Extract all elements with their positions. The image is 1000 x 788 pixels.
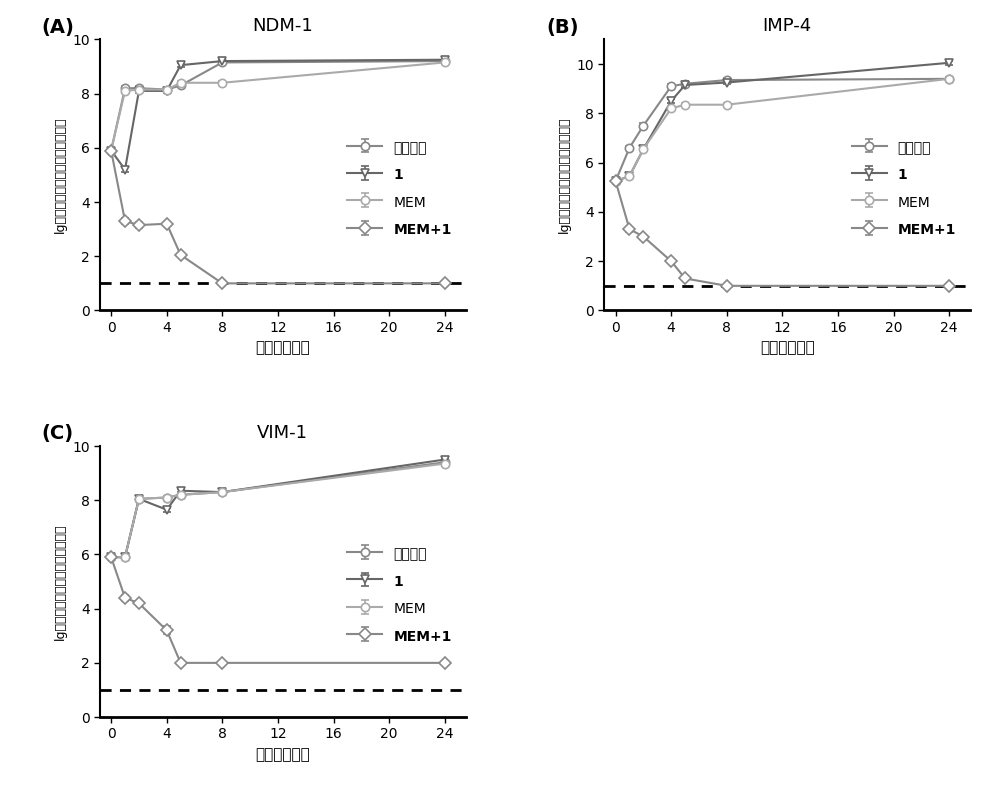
Legend: 空白对照, 1, MEM, MEM+1: 空白对照, 1, MEM, MEM+1 — [341, 539, 459, 652]
Y-axis label: lg（每毫升菌液中细菌群落总数）: lg（每毫升菌液中细菌群落总数） — [53, 523, 66, 640]
Legend: 空白对照, 1, MEM, MEM+1: 空白对照, 1, MEM, MEM+1 — [341, 132, 459, 245]
Y-axis label: lg（每毫升菌液中细菌群落总数）: lg（每毫升菌液中细菌群落总数） — [558, 117, 571, 233]
Text: (C): (C) — [42, 424, 74, 444]
Text: (B): (B) — [546, 17, 578, 37]
Legend: 空白对照, 1, MEM, MEM+1: 空白对照, 1, MEM, MEM+1 — [845, 132, 963, 245]
X-axis label: 时间（小时）: 时间（小时） — [760, 340, 815, 355]
X-axis label: 时间（小时）: 时间（小时） — [255, 747, 310, 762]
Text: (A): (A) — [42, 17, 74, 37]
Title: VIM-1: VIM-1 — [257, 424, 308, 442]
X-axis label: 时间（小时）: 时间（小时） — [255, 340, 310, 355]
Y-axis label: lg（每毫升菌液中细菌群落总数）: lg（每毫升菌液中细菌群落总数） — [53, 117, 66, 233]
Title: NDM-1: NDM-1 — [252, 17, 313, 35]
Title: IMP-4: IMP-4 — [763, 17, 812, 35]
